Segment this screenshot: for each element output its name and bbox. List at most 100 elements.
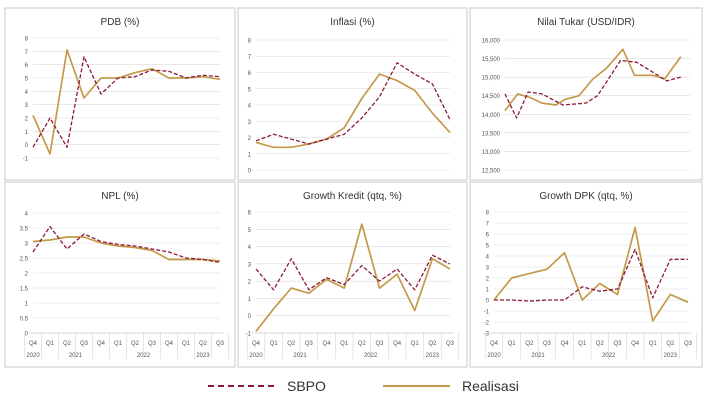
- y-tick-label: 3: [248, 262, 252, 268]
- x-tick-label: Q2: [63, 341, 72, 347]
- series-sbpo-line: [255, 254, 451, 291]
- y-tick-label: 6: [486, 233, 490, 239]
- panel-title: Inflasi (%): [330, 17, 374, 28]
- y-tick-label: 13,500: [482, 131, 501, 137]
- panel-frame: [4, 7, 236, 181]
- x-tick-label: Q2: [428, 341, 437, 347]
- x-year-label: 2021: [69, 353, 83, 359]
- panel-title: Growth Kredit (qtq, %): [303, 191, 402, 202]
- x-tick-label: Q3: [305, 341, 314, 347]
- series-realisasi-line: [32, 236, 221, 262]
- legend-sbpo-label: SBPO: [287, 378, 326, 394]
- y-tick-label: 2.5: [20, 257, 29, 263]
- x-year-label: 2022: [602, 353, 616, 359]
- x-tick-label: Q3: [446, 341, 455, 347]
- y-tick-label: 6: [25, 63, 29, 69]
- y-tick-label: 2: [248, 280, 252, 286]
- y-tick-label: -1: [484, 310, 490, 316]
- series-sbpo-line: [504, 59, 681, 119]
- x-tick-label: Q4: [97, 341, 106, 347]
- x-tick-label: Q2: [596, 341, 605, 347]
- y-tick-label: 3: [25, 242, 29, 248]
- x-tick-label: Q1: [508, 341, 517, 347]
- y-tick-label: 4: [25, 212, 29, 218]
- x-tick-label: Q2: [666, 341, 675, 347]
- y-tick-label: 1: [248, 152, 252, 158]
- y-tick-label: 8: [25, 37, 29, 43]
- panel-frame: [237, 181, 468, 368]
- legend: SBPO Realisasi: [208, 378, 519, 394]
- y-tick-label: 14,500: [482, 94, 501, 100]
- chart-panel-6: Growth DPK (qtq, %) -3 -2 -1 0 1 2 3 4 5 6 7 8 Q4 Q1 Q2…: [469, 181, 703, 368]
- y-tick-label: 15,500: [482, 57, 501, 63]
- panel-frame: [4, 181, 236, 368]
- x-tick-label: Q1: [411, 341, 420, 347]
- y-tick-label: 0.5: [20, 317, 29, 323]
- x-year-label: 2023: [664, 353, 678, 359]
- y-tick-label: 0: [248, 169, 252, 175]
- y-tick-label: 0: [25, 332, 29, 338]
- panel-frame: [237, 7, 468, 181]
- y-tick-label: 2: [248, 136, 252, 142]
- y-tick-label: 12,500: [482, 169, 501, 175]
- series-sbpo-line: [255, 62, 451, 145]
- y-tick-label: -1: [246, 332, 252, 338]
- x-tick-label: Q2: [358, 341, 367, 347]
- y-tick-label: 3: [25, 103, 29, 109]
- series-realisasi-line: [493, 226, 689, 322]
- y-tick-label: 0: [25, 143, 29, 149]
- y-tick-label: -3: [484, 332, 490, 338]
- series-sbpo-line: [32, 56, 221, 148]
- series-realisasi-line: [255, 73, 451, 149]
- y-tick-label: 4: [248, 245, 252, 251]
- x-tick-label: Q1: [46, 341, 55, 347]
- y-tick-label: 1: [248, 297, 252, 303]
- chart-panel-3: Nilai Tukar (USD/IDR) 12,500 13,000 13,500 1…: [469, 7, 703, 181]
- chart-panel-4: NPL (%) 0 0.5 1 1.5 2 2.5 3 3.5 4 Q4 Q1 Q2 Q3 Q4 Q1 Q2 Q3…: [4, 181, 236, 368]
- y-tick-label: 7: [25, 50, 29, 56]
- x-tick-label: Q4: [631, 341, 640, 347]
- y-tick-label: 3: [248, 120, 252, 126]
- y-tick-label: 13,000: [482, 150, 501, 156]
- x-year-label: 2021: [293, 353, 307, 359]
- x-tick-label: Q4: [490, 341, 499, 347]
- y-tick-label: 4: [248, 104, 252, 110]
- x-tick-label: Q1: [270, 341, 279, 347]
- x-year-label: 2022: [364, 353, 378, 359]
- y-tick-label: 8: [248, 39, 252, 45]
- y-tick-label: 1: [25, 130, 29, 136]
- x-tick-label: Q4: [252, 341, 261, 347]
- x-tick-label: Q2: [287, 341, 296, 347]
- x-year-label: 2023: [426, 353, 440, 359]
- x-year-label: 2021: [531, 353, 545, 359]
- y-tick-label: 5: [248, 87, 252, 93]
- chart-panel-5: Growth Kredit (qtq, %) -1 0 1 2 3 4 5 6 Q4 Q1 Q2 Q3 Q…: [237, 181, 468, 368]
- y-tick-label: 6: [248, 211, 252, 217]
- y-tick-label: 6: [248, 71, 252, 77]
- x-year-label: 2023: [196, 353, 210, 359]
- y-tick-label: 2: [25, 272, 29, 278]
- y-tick-label: 4: [486, 255, 490, 261]
- y-tick-label: 5: [248, 228, 252, 234]
- y-tick-label: 7: [486, 222, 490, 228]
- x-tick-label: Q3: [148, 341, 157, 347]
- x-tick-label: Q1: [649, 341, 658, 347]
- x-tick-label: Q4: [165, 341, 174, 347]
- y-tick-label: 7: [248, 55, 252, 61]
- y-tick-label: -1: [23, 157, 29, 163]
- x-tick-label: Q3: [543, 341, 552, 347]
- y-tick-label: 3.5: [20, 227, 29, 233]
- x-tick-label: Q4: [29, 341, 38, 347]
- y-tick-label: 3: [486, 266, 490, 272]
- x-tick-label: Q2: [131, 341, 140, 347]
- series-sbpo-line: [494, 248, 688, 302]
- y-tick-label: 5: [486, 244, 490, 250]
- x-tick-label: Q2: [199, 341, 208, 347]
- x-tick-label: Q2: [525, 341, 534, 347]
- x-year-label: 2020: [26, 353, 40, 359]
- y-tick-label: 0: [248, 314, 252, 320]
- x-tick-label: Q3: [80, 341, 89, 347]
- x-tick-label: Q3: [684, 341, 693, 347]
- y-tick-label: 1: [486, 288, 490, 294]
- y-tick-label: -2: [484, 321, 490, 327]
